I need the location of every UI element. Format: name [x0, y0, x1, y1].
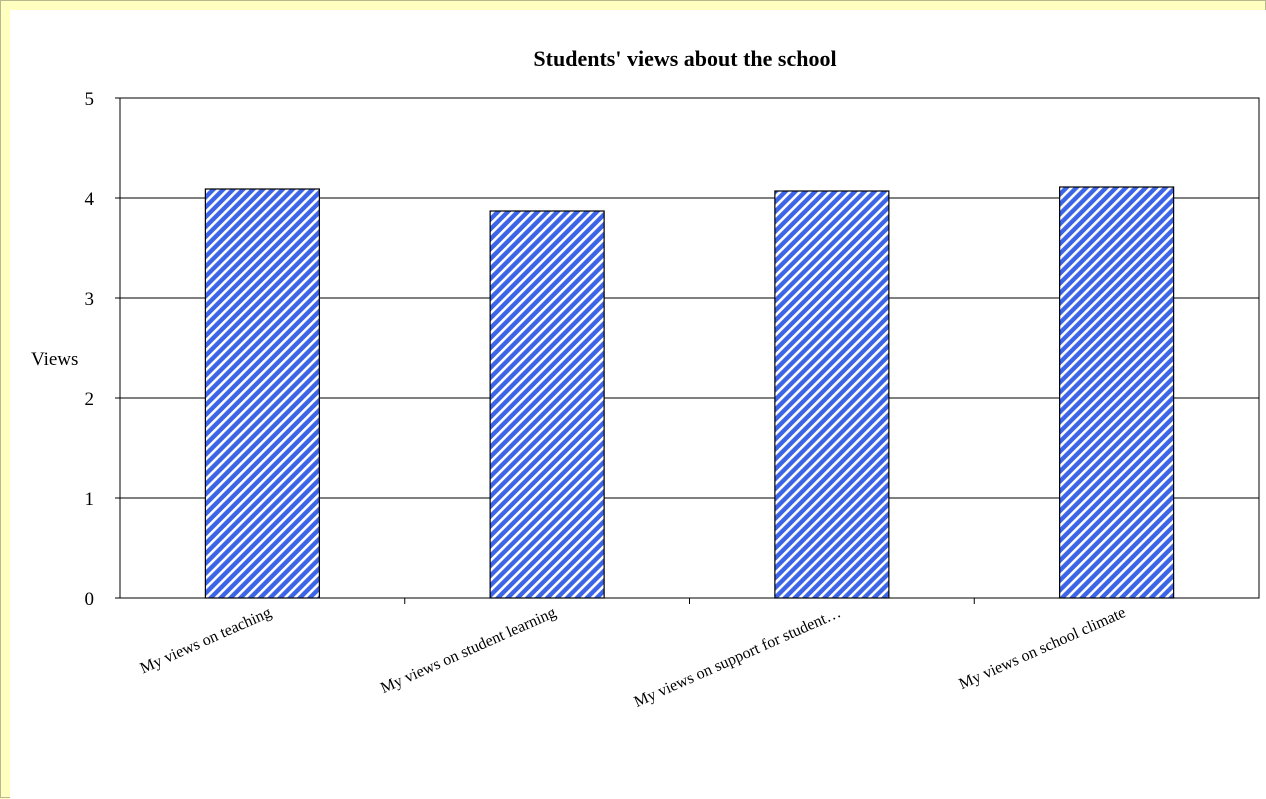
x-category-label: My views on student learning	[378, 604, 559, 697]
y-tick-label: 3	[85, 289, 95, 310]
y-tick-label: 0	[85, 589, 95, 610]
y-tick-label: 4	[85, 189, 95, 210]
x-category-label: My views on school climate	[957, 604, 1129, 693]
x-category-label: My views on teaching	[138, 604, 274, 677]
chart-title: Students' views about the school	[533, 46, 836, 71]
bar	[1059, 186, 1175, 599]
y-tick-label: 1	[85, 489, 95, 510]
bar	[204, 188, 320, 599]
bar	[489, 210, 605, 599]
bar	[774, 190, 890, 599]
y-axis-label: Views	[31, 349, 78, 370]
y-tick-label: 5	[85, 89, 95, 110]
bars	[204, 186, 1175, 599]
y-tick-label: 2	[85, 389, 95, 410]
x-category-label: My views on support for student…	[632, 604, 844, 711]
